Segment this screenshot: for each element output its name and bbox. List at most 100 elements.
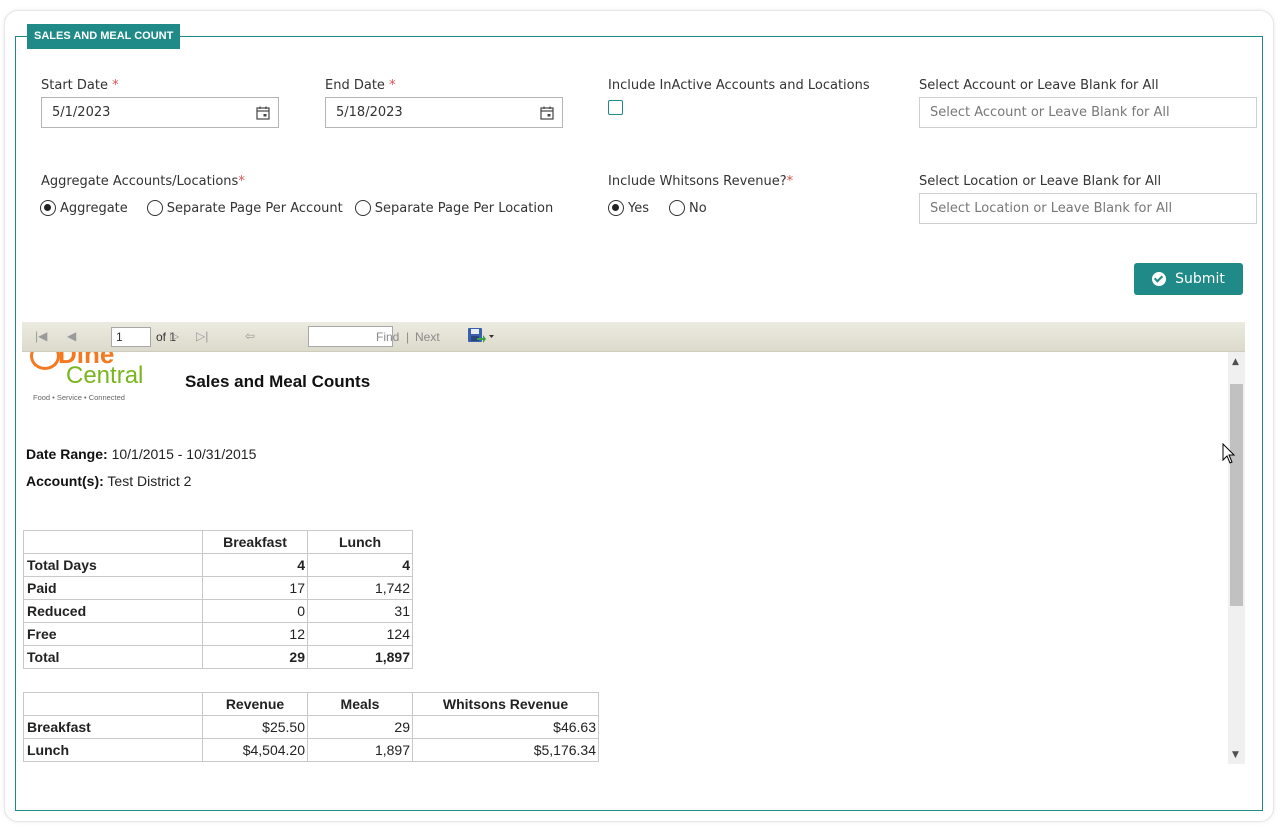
radio-label: Separate Page Per Account	[166, 200, 343, 216]
cell-meals: 29	[307, 715, 413, 739]
submit-button-label: Submit	[1175, 271, 1225, 287]
cell-lunch: 4	[307, 553, 413, 577]
whitsons-radio-group: Yes No	[608, 200, 719, 216]
radio-button[interactable]	[146, 200, 163, 216]
logo-tagline: Food • Service • Connected	[33, 393, 125, 402]
whitsons-revenue-label-text: Include Whitsons Revenue?	[608, 174, 787, 189]
required-marker: *	[786, 174, 794, 189]
include-inactive-checkbox[interactable]	[608, 100, 623, 115]
next-page-icon[interactable]: ▷	[170, 329, 180, 343]
logo-dine-text: Dine	[58, 352, 115, 369]
scroll-thumb[interactable]	[1230, 384, 1243, 606]
radio-separate-per-account[interactable]: Separate Page Per Account	[146, 200, 343, 216]
table-row: Lunch $4,504.20 1,897 $5,176.34	[23, 738, 599, 762]
radio-no[interactable]: No	[669, 200, 707, 216]
dine-central-logo-bubble	[30, 352, 60, 370]
radio-aggregate[interactable]: Aggregate	[40, 200, 128, 216]
row-label: Reduced	[23, 599, 203, 623]
column-header: Revenue	[202, 692, 308, 716]
accounts-label: Account(s):	[26, 473, 104, 489]
table-row: Breakfast $25.50 29 $46.63	[23, 715, 599, 739]
calendar-icon[interactable]	[256, 106, 270, 120]
table-header-empty	[23, 530, 203, 554]
cell-breakfast: 12	[202, 622, 308, 646]
first-page-icon[interactable]: |◀	[35, 329, 48, 343]
find-input[interactable]	[308, 326, 393, 347]
report-scrollbar[interactable]: ▲ ▼	[1228, 352, 1245, 764]
radio-button-checked[interactable]	[40, 200, 56, 216]
include-inactive-label: Include InActive Accounts and Locations	[608, 78, 870, 93]
toolbar-separator: |	[406, 330, 410, 344]
table-header-row: Breakfast Lunch	[23, 530, 413, 554]
logo-central-text: Central	[66, 362, 144, 389]
radio-button[interactable]	[669, 200, 685, 216]
start-date-label-text: Start Date	[41, 78, 108, 93]
accounts-value: Test District 2	[107, 473, 192, 489]
revenue-table: Revenue Meals Whitsons Revenue Breakfast…	[23, 692, 599, 762]
radio-yes[interactable]: Yes	[608, 200, 649, 216]
required-marker: *	[389, 78, 396, 93]
scroll-up-icon[interactable]: ▲	[1232, 357, 1239, 367]
fieldset-legend: SALES AND MEAL COUNT	[27, 24, 181, 49]
calendar-icon[interactable]	[540, 106, 554, 120]
submit-button[interactable]: Submit	[1134, 263, 1243, 295]
previous-page-icon[interactable]: ◀	[67, 329, 77, 343]
row-label: Total Days	[23, 553, 203, 577]
next-link[interactable]: Next	[415, 330, 440, 344]
mouse-cursor-icon	[1222, 443, 1236, 464]
account-select-input[interactable]: Select Account or Leave Blank for All	[919, 97, 1257, 128]
meal-counts-table: Breakfast Lunch Total Days 4 4 Paid 17 1…	[23, 530, 413, 669]
cell-whitsons-revenue: $46.63	[412, 715, 599, 739]
end-date-input[interactable]: 5/18/2023	[325, 97, 563, 128]
radio-separate-per-location[interactable]: Separate Page Per Location	[354, 200, 554, 216]
table-header-empty	[23, 692, 203, 716]
export-save-icon[interactable]	[467, 327, 495, 345]
date-range-value: 10/1/2015 - 10/31/2015	[111, 446, 257, 462]
column-header: Whitsons Revenue	[412, 692, 599, 716]
back-icon[interactable]: ⇦	[245, 329, 256, 343]
aggregate-radio-group: Aggregate Separate Page Per Account Sepa…	[40, 200, 565, 216]
find-link[interactable]: Find	[376, 330, 400, 344]
aggregate-label-text: Aggregate Accounts/Locations	[41, 174, 239, 189]
required-marker: *	[238, 174, 245, 189]
end-date-label: End Date *	[325, 78, 396, 93]
scroll-down-icon[interactable]: ▼	[1232, 750, 1239, 760]
cell-lunch: 1,897	[307, 645, 413, 669]
end-date-label-text: End Date	[325, 78, 385, 93]
cell-breakfast: 0	[202, 599, 308, 623]
check-circle-icon	[1152, 272, 1167, 286]
report-content: Dine Central Food • Service • Connected …	[22, 352, 1245, 764]
radio-button[interactable]	[354, 200, 371, 216]
report-title: Sales and Meal Counts	[185, 372, 371, 391]
page-count: of 1	[156, 330, 177, 344]
location-select-label: Select Location or Leave Blank for All	[919, 174, 1162, 189]
table-row: Total Days 4 4	[23, 553, 413, 577]
cell-revenue: $4,504.20	[202, 738, 308, 762]
table-header-row: Revenue Meals Whitsons Revenue	[23, 692, 599, 716]
accounts-line: Account(s): Test District 2	[26, 473, 191, 489]
radio-button-checked[interactable]	[608, 200, 624, 216]
row-label: Paid	[23, 576, 203, 600]
account-select-label: Select Account or Leave Blank for All	[919, 78, 1159, 93]
cell-breakfast: 17	[202, 576, 308, 600]
report-viewer-toolbar: |◀ ◀ 1 of 1 ▷ ▷| ⇦ Find | Next	[22, 322, 1245, 352]
location-select-input[interactable]: Select Location or Leave Blank for All	[919, 193, 1257, 224]
radio-label: Aggregate	[60, 200, 128, 216]
cell-meals: 1,897	[307, 738, 413, 762]
cell-lunch: 1,742	[307, 576, 413, 600]
cell-revenue: $25.50	[202, 715, 308, 739]
column-header: Meals	[307, 692, 413, 716]
row-label: Lunch	[23, 738, 203, 762]
row-label: Total	[23, 645, 203, 669]
radio-label: Separate Page Per Location	[374, 200, 554, 216]
table-row: Free 12 124	[23, 622, 413, 646]
page-number-input[interactable]: 1	[111, 327, 151, 347]
aggregate-label: Aggregate Accounts/Locations*	[41, 174, 245, 189]
start-date-input[interactable]: 5/1/2023	[41, 97, 279, 128]
table-row: Paid 17 1,742	[23, 576, 413, 600]
column-header: Breakfast	[202, 530, 308, 554]
table-row: Reduced 0 31	[23, 599, 413, 623]
radio-label: No	[689, 200, 707, 216]
last-page-icon[interactable]: ▷|	[196, 329, 209, 343]
date-range-line: Date Range: 10/1/2015 - 10/31/2015	[26, 446, 256, 462]
